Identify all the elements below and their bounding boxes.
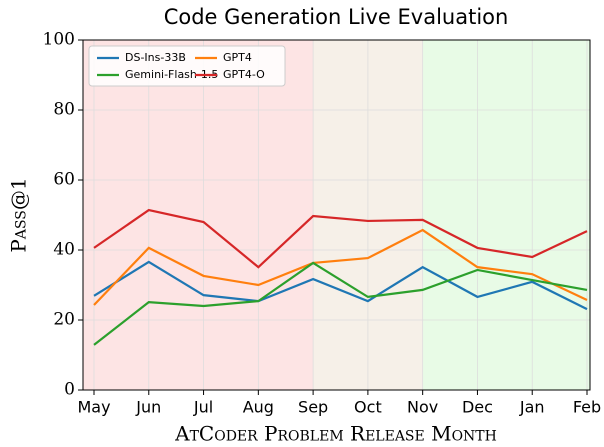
plot-frame bbox=[82, 39, 591, 391]
y-tick-label: 80 bbox=[53, 100, 75, 120]
legend-label: DS-Ins-33B bbox=[125, 51, 186, 64]
legend-label: Gemini-Flash-1.5 bbox=[125, 68, 218, 81]
x-tick-label: Sep bbox=[298, 398, 328, 417]
series-line bbox=[93, 260, 588, 311]
y-tick-label: 0 bbox=[64, 380, 75, 400]
x-tick-label: Jan bbox=[519, 398, 545, 417]
series-line bbox=[93, 228, 588, 306]
x-tick-label: Feb bbox=[573, 398, 601, 417]
series-line bbox=[93, 208, 588, 269]
legend-label: GPT4-O bbox=[223, 68, 265, 81]
y-tick-label: 100 bbox=[43, 30, 75, 50]
legend-box bbox=[88, 45, 286, 87]
region bbox=[422, 40, 590, 390]
x-tick-label: Nov bbox=[407, 398, 438, 417]
y-tick-label: 40 bbox=[53, 240, 75, 260]
y-tick-label: 60 bbox=[53, 170, 75, 190]
y-axis-label: Pass@1 bbox=[7, 177, 31, 252]
x-axis-label: AtCoder Problem Release Month bbox=[174, 422, 497, 446]
x-tick-label: Oct bbox=[354, 398, 382, 417]
x-tick-label: Jul bbox=[193, 398, 213, 417]
x-tick-label: Dec bbox=[462, 398, 493, 417]
series-line bbox=[93, 261, 588, 346]
region bbox=[83, 40, 314, 390]
chart-title: Code Generation Live Evaluation bbox=[164, 5, 509, 29]
x-tick-label: Aug bbox=[243, 398, 274, 417]
y-tick-label: 20 bbox=[53, 310, 75, 330]
x-tick-label: Jun bbox=[135, 398, 161, 417]
x-tick-label: May bbox=[77, 398, 110, 417]
legend-label: GPT4 bbox=[223, 51, 252, 64]
